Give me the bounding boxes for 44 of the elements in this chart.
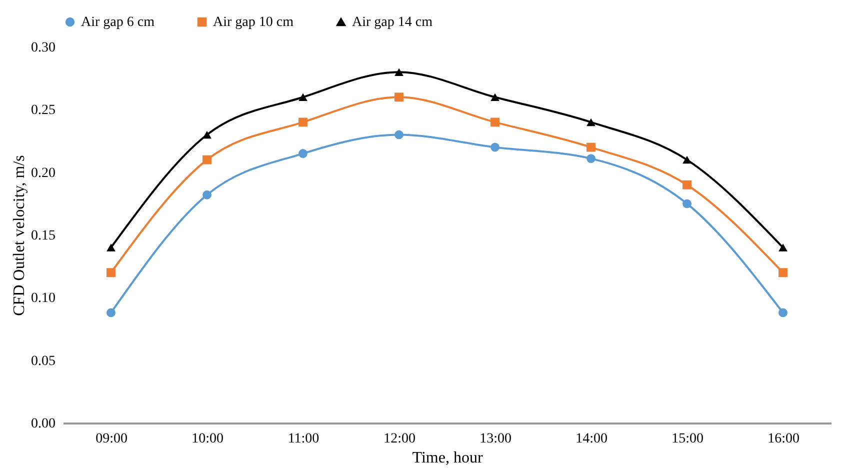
y-tick-label: 0.15 [31,228,56,244]
point [202,155,212,164]
point [202,130,212,139]
point [490,118,500,127]
y-axis-title: CFD Outlet velocity, m/s [11,155,28,316]
legend-label: Air gap 6 cm [81,15,155,30]
x-tick-label: 10:00 [192,432,224,446]
x-tick-label: 15:00 [672,432,704,446]
y-tick-label: 0.20 [31,166,56,181]
x-tick-label: 12:00 [384,432,416,446]
legend-label: Air gap 14 cm [352,15,433,30]
point [586,118,596,126]
point [394,92,404,102]
point [586,142,596,152]
x-tick-label: 16:00 [768,432,800,446]
legend-label: Air gap 10 cm [213,15,294,30]
x-tick-label: 14:00 [576,432,608,446]
point [394,68,404,76]
point [682,180,692,190]
point [394,130,404,140]
point [298,149,308,158]
y-tick-label: 0.05 [31,354,56,369]
y-tick-label: 0.25 [31,103,56,118]
point [298,93,308,102]
x-tick-label: 11:00 [288,432,320,446]
point [490,142,500,152]
point [202,190,212,200]
point [106,308,116,318]
y-tick-label: 0.30 [31,40,56,56]
y-tick-label: 0.00 [31,416,56,432]
point [682,199,692,208]
point [106,244,116,252]
x-tick-label: 13:00 [480,432,512,446]
point [490,93,500,102]
point [586,154,596,164]
point [682,156,692,164]
point [778,268,788,278]
point [106,268,116,278]
point [778,244,788,252]
point [298,118,308,127]
x-tick-label: 09:00 [96,432,128,446]
y-tick-label: 0.10 [31,291,56,306]
point [778,308,788,318]
x-axis-title: Time, hour [412,450,484,466]
